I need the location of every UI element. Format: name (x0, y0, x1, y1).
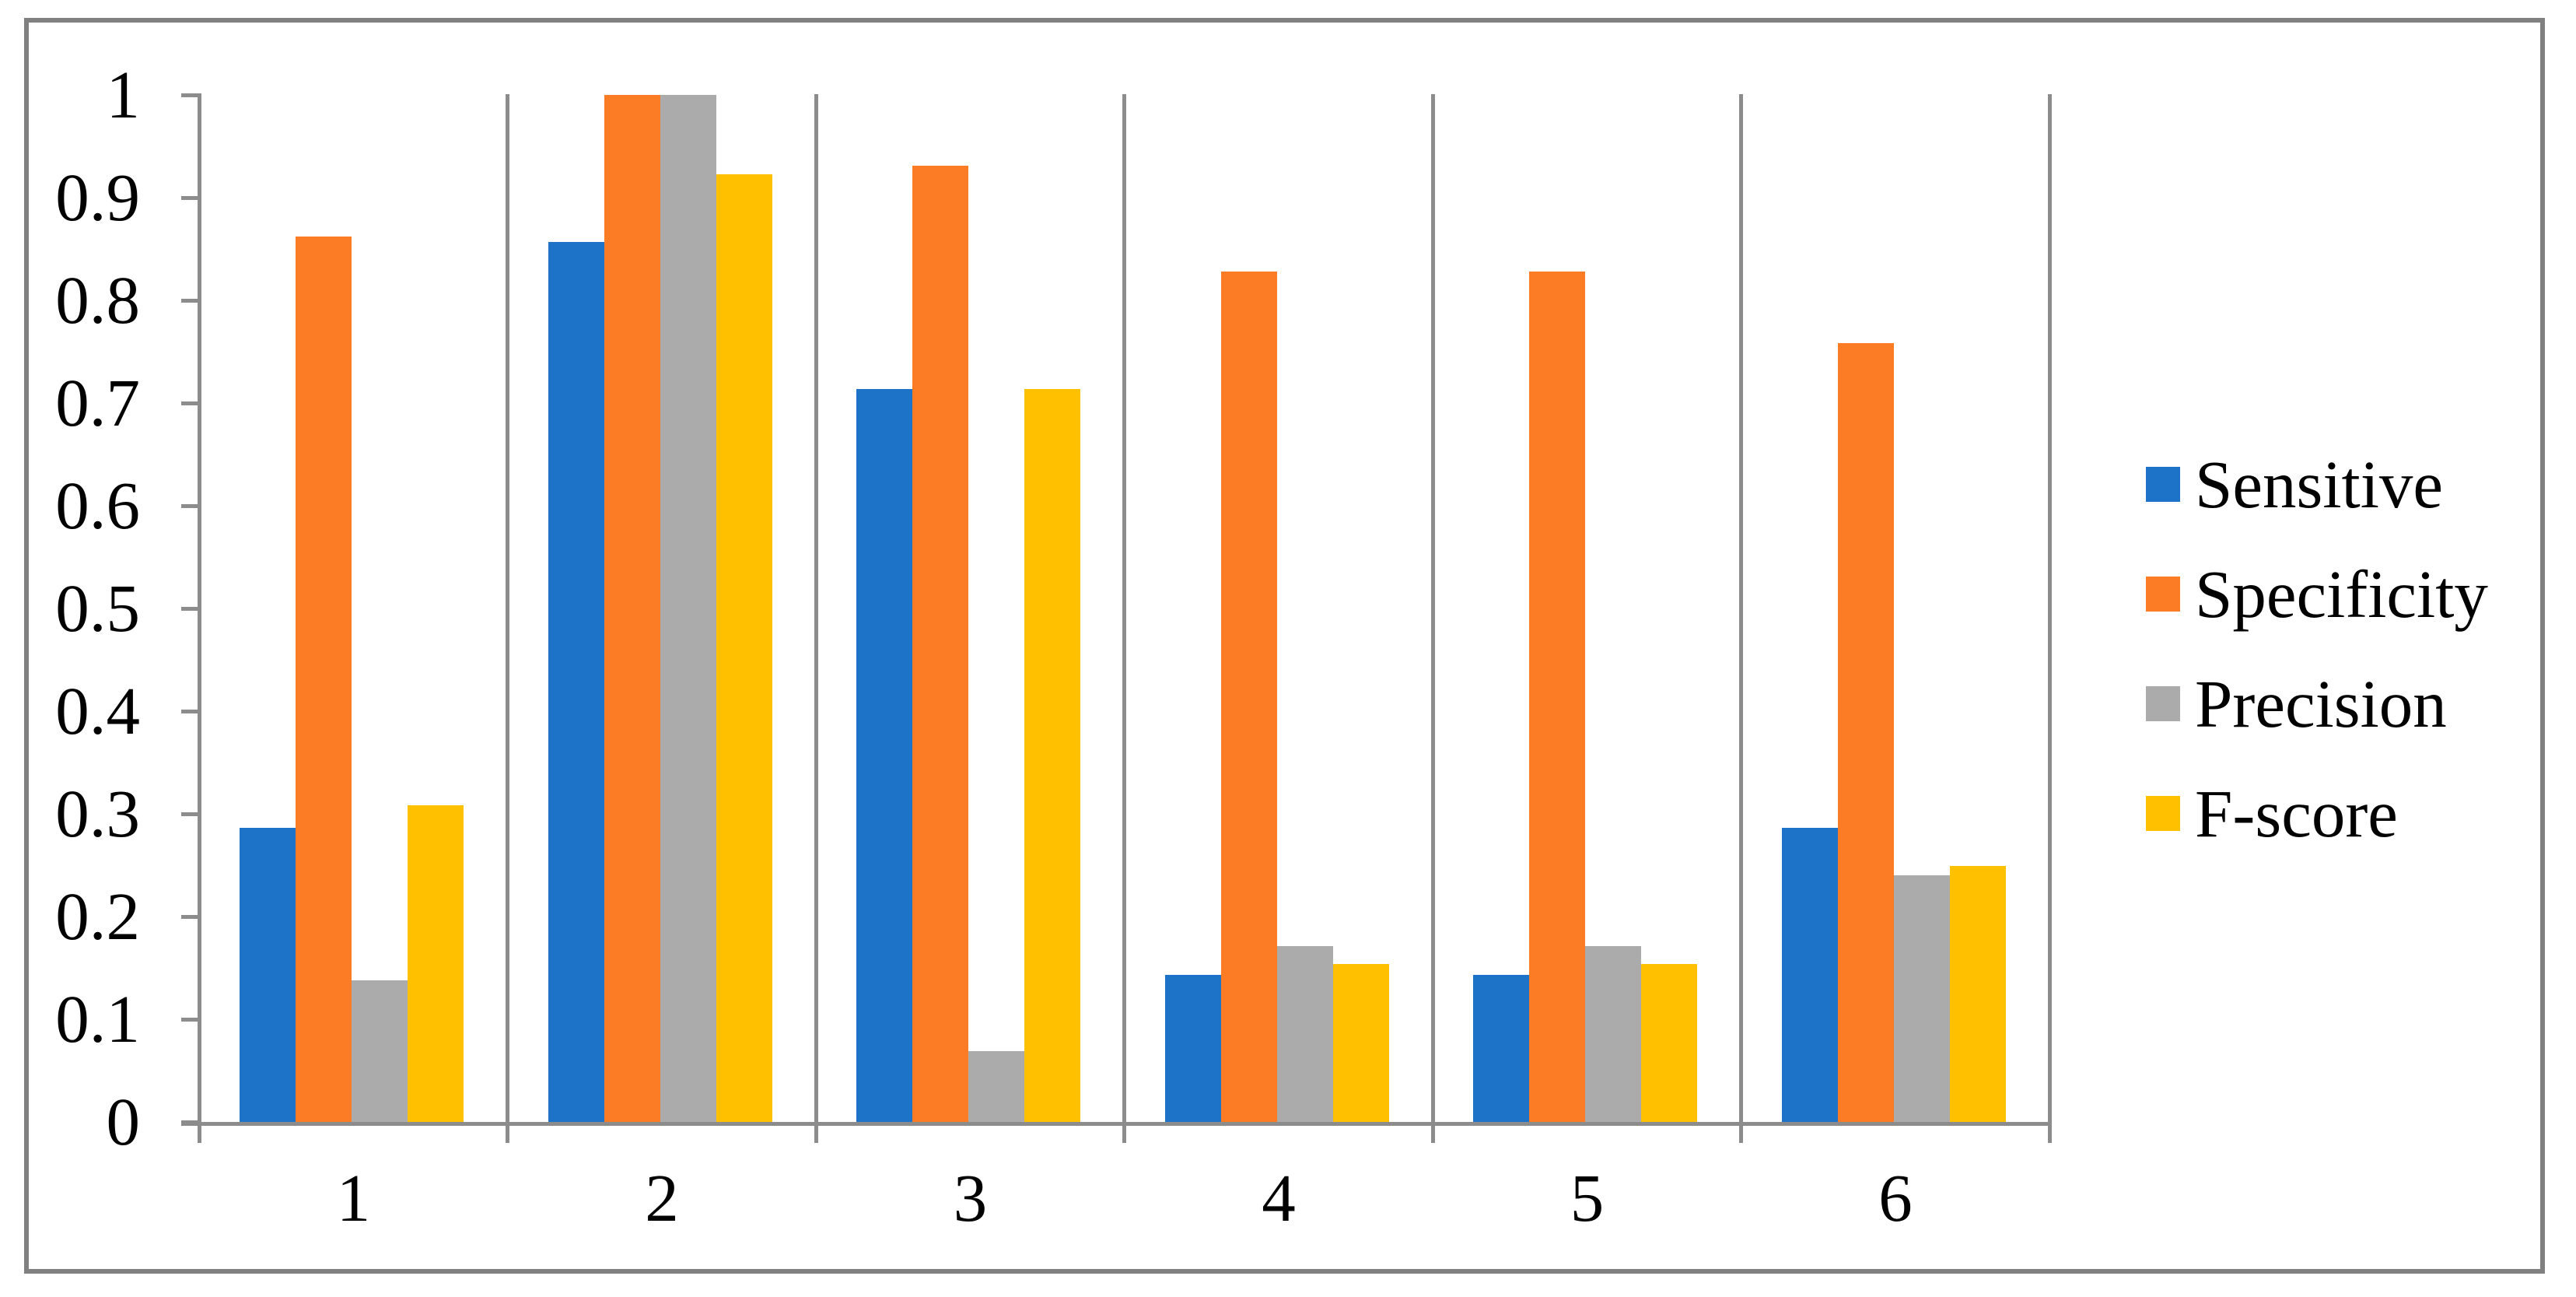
bar-sensitive-cat1 (240, 828, 296, 1122)
bar-specificity-cat2 (604, 95, 660, 1122)
y-tick-label: 1 (106, 57, 141, 132)
legend-item-sensitive: Sensitive (0, 0, 2576, 520)
legend-item-specificity: Specificity (0, 0, 2576, 629)
bar-sensitive-cat3 (856, 389, 912, 1122)
bar-sensitive-cat4 (1165, 975, 1221, 1122)
x-category-label: 5 (1570, 1160, 1605, 1236)
legend-item-f-score: F-score (0, 0, 2576, 849)
y-tick (181, 195, 201, 200)
bar-f-score-cat5 (1641, 964, 1697, 1122)
bar-precision-cat2 (660, 95, 716, 1122)
y-tick (181, 503, 201, 508)
legend-label-f-score: F-score (2195, 776, 2398, 851)
y-tick-label: 0.5 (55, 570, 140, 646)
y-tick (181, 606, 201, 611)
x-category-label: 4 (1262, 1160, 1296, 1236)
y-tick (181, 1017, 201, 1022)
legend-label-sensitive: Sensitive (2195, 447, 2443, 522)
category-separator-line (1739, 94, 1744, 1143)
x-category-label: 2 (645, 1160, 679, 1236)
legend-swatch-precision (2146, 686, 2180, 721)
y-tick (181, 298, 201, 303)
bar-precision-cat1 (352, 980, 408, 1122)
category-separator-line (506, 94, 510, 1143)
x-category-label: 6 (1878, 1160, 1913, 1236)
bar-f-score-cat4 (1333, 964, 1389, 1122)
bar-specificity-cat6 (1838, 343, 1894, 1122)
y-axis-line (198, 94, 201, 1143)
bar-specificity-cat5 (1529, 272, 1585, 1122)
bar-f-score-cat6 (1950, 866, 2006, 1122)
y-tick-label: 0.6 (55, 468, 140, 543)
y-tick-label: 0.1 (55, 981, 140, 1057)
y-tick (181, 93, 201, 97)
bar-precision-cat5 (1585, 946, 1641, 1122)
y-tick (181, 914, 201, 919)
legend-label-specificity: Specificity (2195, 556, 2488, 632)
bar-f-score-cat3 (1024, 389, 1080, 1122)
bar-specificity-cat4 (1221, 272, 1277, 1122)
bar-specificity-cat1 (296, 237, 352, 1122)
legend-swatch-f-score (2146, 796, 2180, 831)
y-tick-label: 0.9 (55, 159, 140, 235)
legend-item-precision: Precision (0, 0, 2576, 739)
figure-border (24, 18, 2545, 1274)
y-tick (181, 1120, 201, 1124)
bar-sensitive-cat6 (1782, 828, 1838, 1122)
y-tick-label: 0 (106, 1084, 141, 1159)
category-separator-line (2047, 94, 2052, 1143)
y-tick (181, 709, 201, 713)
x-category-label: 3 (953, 1160, 988, 1236)
y-tick (181, 401, 201, 405)
x-axis-line (181, 1122, 2052, 1126)
bar-sensitive-cat2 (548, 242, 604, 1122)
y-tick (181, 812, 201, 816)
y-tick-label: 0.7 (55, 365, 140, 440)
category-separator-line (1430, 94, 1435, 1143)
legend-swatch-specificity (2146, 577, 2180, 612)
bar-precision-cat4 (1277, 946, 1333, 1122)
bar-precision-cat6 (1894, 875, 1950, 1122)
x-category-label: 1 (336, 1160, 371, 1236)
category-separator-line (1122, 94, 1127, 1143)
bar-precision-cat3 (968, 1051, 1024, 1122)
legend-label-precision: Precision (2195, 666, 2447, 741)
y-tick-label: 0.4 (55, 673, 140, 748)
bar-specificity-cat3 (912, 166, 968, 1122)
category-separator-line (814, 94, 818, 1143)
bar-f-score-cat1 (408, 805, 464, 1122)
y-tick-label: 0.3 (55, 776, 140, 851)
y-tick-label: 0.2 (55, 878, 140, 954)
bar-f-score-cat2 (716, 174, 772, 1122)
y-tick-label: 0.8 (55, 262, 140, 338)
legend-swatch-sensitive (2146, 467, 2180, 502)
bar-sensitive-cat5 (1473, 975, 1529, 1122)
